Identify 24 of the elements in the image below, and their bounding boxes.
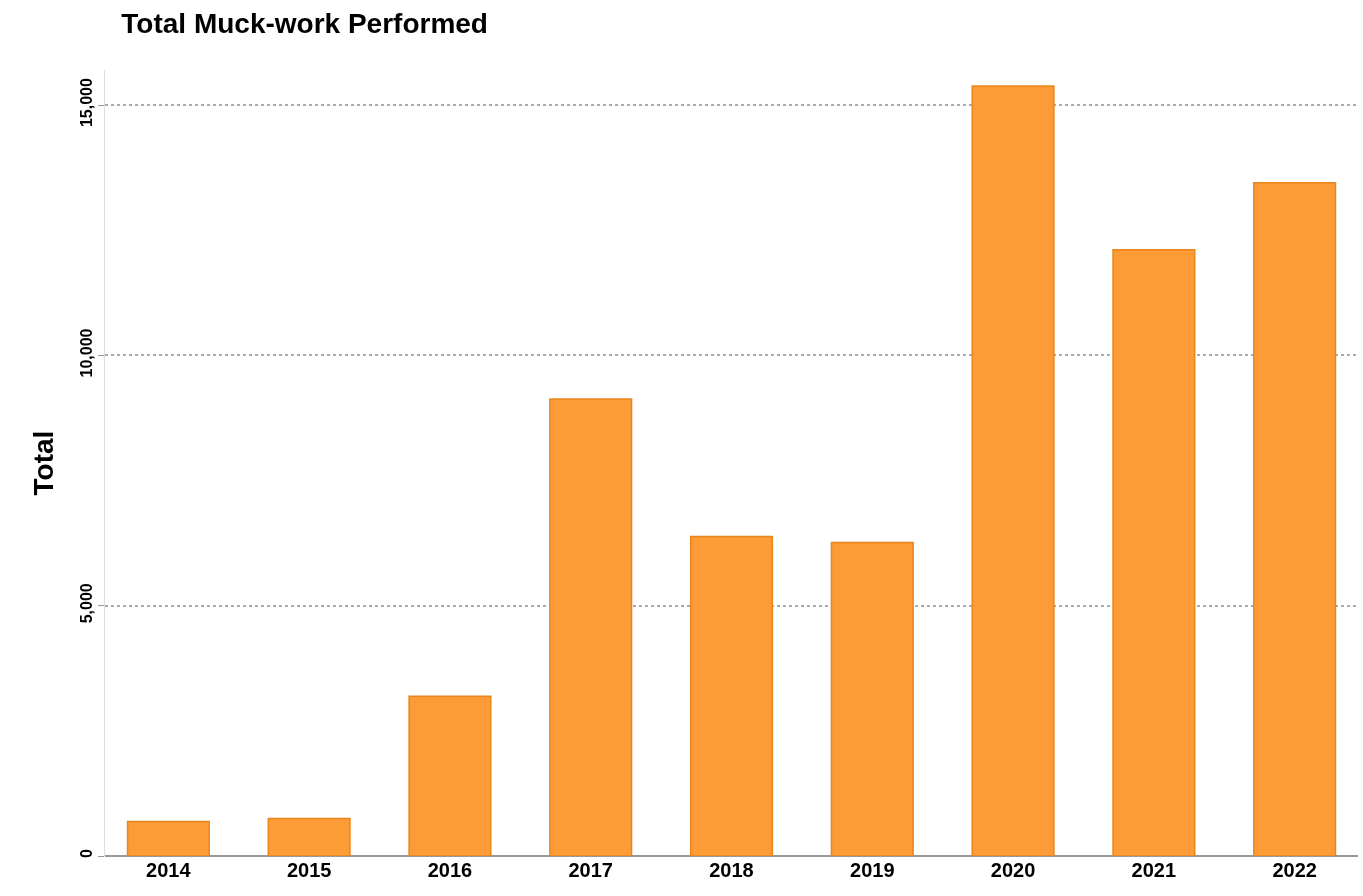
bar bbox=[267, 817, 351, 856]
chart-title: Total Muck-work Performed bbox=[121, 8, 488, 40]
y-tick-label: 0 bbox=[77, 849, 95, 859]
bar bbox=[971, 85, 1055, 856]
x-tick-label: 2014 bbox=[146, 859, 192, 881]
x-tick-label: 2015 bbox=[286, 859, 332, 881]
x-tick-label: 2019 bbox=[850, 859, 895, 881]
y-tick-label: 15,000 bbox=[77, 78, 95, 128]
x-tick-label: 2021 bbox=[1131, 859, 1177, 881]
x-tick-label: 2018 bbox=[709, 859, 754, 881]
bar bbox=[549, 398, 633, 856]
bar bbox=[1253, 181, 1337, 856]
bar bbox=[830, 541, 914, 856]
y-tick-label: 5,000 bbox=[77, 583, 95, 624]
bar bbox=[689, 535, 774, 856]
y-tick-label: 10,000 bbox=[77, 328, 95, 378]
x-tick-label: 2016 bbox=[427, 859, 473, 881]
bar bbox=[1112, 248, 1196, 856]
x-tick-label: 2022 bbox=[1272, 859, 1317, 881]
x-tick-label: 2020 bbox=[990, 859, 1036, 881]
bar bbox=[126, 820, 210, 856]
y-axis-title: Total bbox=[28, 430, 60, 496]
bar bbox=[408, 695, 492, 856]
x-tick-label: 2017 bbox=[568, 859, 613, 881]
